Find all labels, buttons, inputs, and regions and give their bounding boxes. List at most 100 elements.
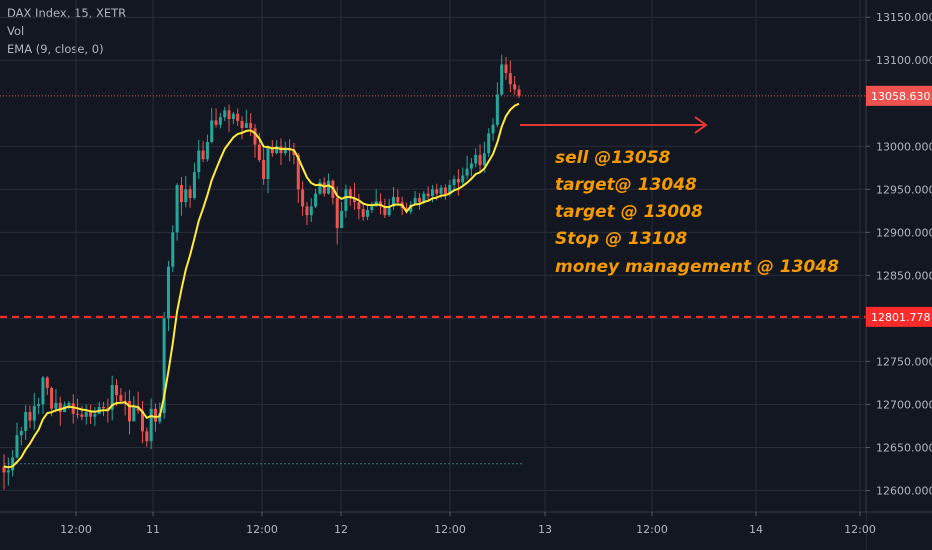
candle-body [270, 148, 274, 154]
candle-body [482, 153, 486, 166]
candle-body [461, 175, 465, 183]
candle-body [32, 406, 36, 421]
candle-body [15, 435, 19, 458]
candle-body [366, 209, 370, 217]
last-price-tag-bg [866, 85, 932, 106]
candle-body [426, 193, 430, 197]
candle-body [305, 206, 309, 216]
price-tick-label: 12850.000 [876, 269, 932, 282]
ema-line [3, 102, 520, 469]
candle-body [119, 395, 123, 401]
time-tick-label: 14 [749, 523, 763, 536]
candle-body [344, 189, 348, 211]
time-tick-label: 12:00 [246, 523, 278, 536]
annotation-line: money management @ 13048 [555, 257, 839, 277]
level-tag-bg [866, 306, 932, 327]
candle-body [84, 412, 88, 417]
annotation-text: sell @13058 target@ 13048 target @ 13008 St… [555, 148, 839, 277]
candle-body [474, 154, 478, 164]
candle-body [361, 209, 365, 217]
candle-body [132, 407, 136, 422]
candle-body [218, 117, 222, 125]
price-tick-label: 13150.000 [876, 11, 932, 24]
candle-body [162, 318, 166, 414]
candle-body [102, 406, 106, 409]
candle-body [314, 193, 318, 207]
candle-body [188, 189, 192, 198]
candle-body [115, 385, 119, 396]
candle-body [340, 210, 344, 229]
candle-body [123, 400, 127, 402]
candle-body [452, 178, 456, 186]
candle-body [201, 150, 205, 160]
price-axis[interactable]: 13150.000 13100.000 13000.000 12950.000 1290… [865, 0, 932, 550]
candle-body [357, 202, 361, 210]
candle-body [396, 197, 400, 203]
candle-body [223, 110, 227, 118]
candle-body [153, 408, 157, 422]
candle-body [149, 408, 153, 442]
candle-body [513, 84, 517, 90]
candle-body [76, 413, 80, 415]
horizontal-levels [0, 95, 866, 465]
candle-body [478, 154, 482, 166]
candle-body [487, 133, 491, 154]
candle-body [318, 182, 322, 194]
last-price-tag: 13058.630 [871, 90, 931, 103]
price-tick-label: 13100.000 [876, 54, 932, 67]
candle-body [2, 466, 6, 473]
candle-body [465, 168, 469, 176]
candle-body [249, 123, 253, 129]
candle-body [435, 189, 439, 194]
grid-lines [0, 0, 866, 512]
candle-body [508, 73, 512, 85]
candle-body [179, 185, 183, 203]
candle-body [192, 172, 196, 198]
candle-body [456, 178, 460, 183]
candle-body [19, 430, 23, 436]
candle-body [240, 120, 244, 128]
candle-body [430, 189, 434, 197]
candle-body [127, 401, 132, 422]
candle-body [292, 150, 296, 155]
candle-body [309, 206, 313, 216]
legend-ema[interactable]: EMA (9, close, 0) [7, 42, 104, 56]
candle-body [110, 385, 114, 410]
legend-symbol[interactable]: DAX Index, 15, XETR [7, 6, 127, 20]
candle-body [45, 377, 49, 388]
time-tick-label: 13 [538, 523, 552, 536]
candle-body [54, 402, 58, 409]
annotation-line: Stop @ 13108 [555, 229, 687, 249]
candle-body [327, 180, 331, 194]
candle-body [210, 120, 214, 142]
time-axis[interactable]: 12:00 11 12:00 12 12:00 13 12:00 14 12:00 [0, 511, 932, 550]
candle-body [257, 144, 261, 161]
candle-body [158, 413, 162, 422]
price-tick-label: 12950.000 [876, 183, 932, 196]
candle-body [171, 232, 175, 267]
candle-body [439, 187, 443, 194]
candle-body [283, 148, 287, 154]
candle-body [301, 189, 305, 207]
level-tag: 12801.778 [871, 311, 931, 324]
legend-volume[interactable]: Vol [7, 24, 25, 38]
candle-body [11, 457, 15, 471]
candle-body [71, 403, 75, 414]
candle-body [41, 377, 45, 405]
time-tick-label: 12 [334, 523, 348, 536]
candle-body [184, 189, 188, 203]
candle-body [348, 189, 352, 198]
candle-body [175, 185, 179, 233]
candle-body [495, 94, 499, 125]
candle-body [214, 120, 218, 125]
candle-body [387, 206, 391, 216]
price-tags: 13058.630 12801.778 [866, 85, 932, 327]
time-tick-label: 12:00 [636, 523, 668, 536]
candle-body [500, 64, 504, 95]
candle-body [197, 150, 201, 173]
candlestick-series [2, 54, 521, 490]
time-axis-bg [0, 512, 866, 550]
candle-body [166, 266, 170, 319]
candle-body [448, 185, 452, 195]
